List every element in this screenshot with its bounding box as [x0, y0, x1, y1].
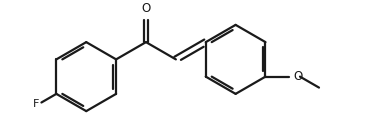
Text: O: O: [142, 2, 151, 15]
Text: O: O: [293, 70, 302, 83]
Text: F: F: [33, 99, 39, 109]
